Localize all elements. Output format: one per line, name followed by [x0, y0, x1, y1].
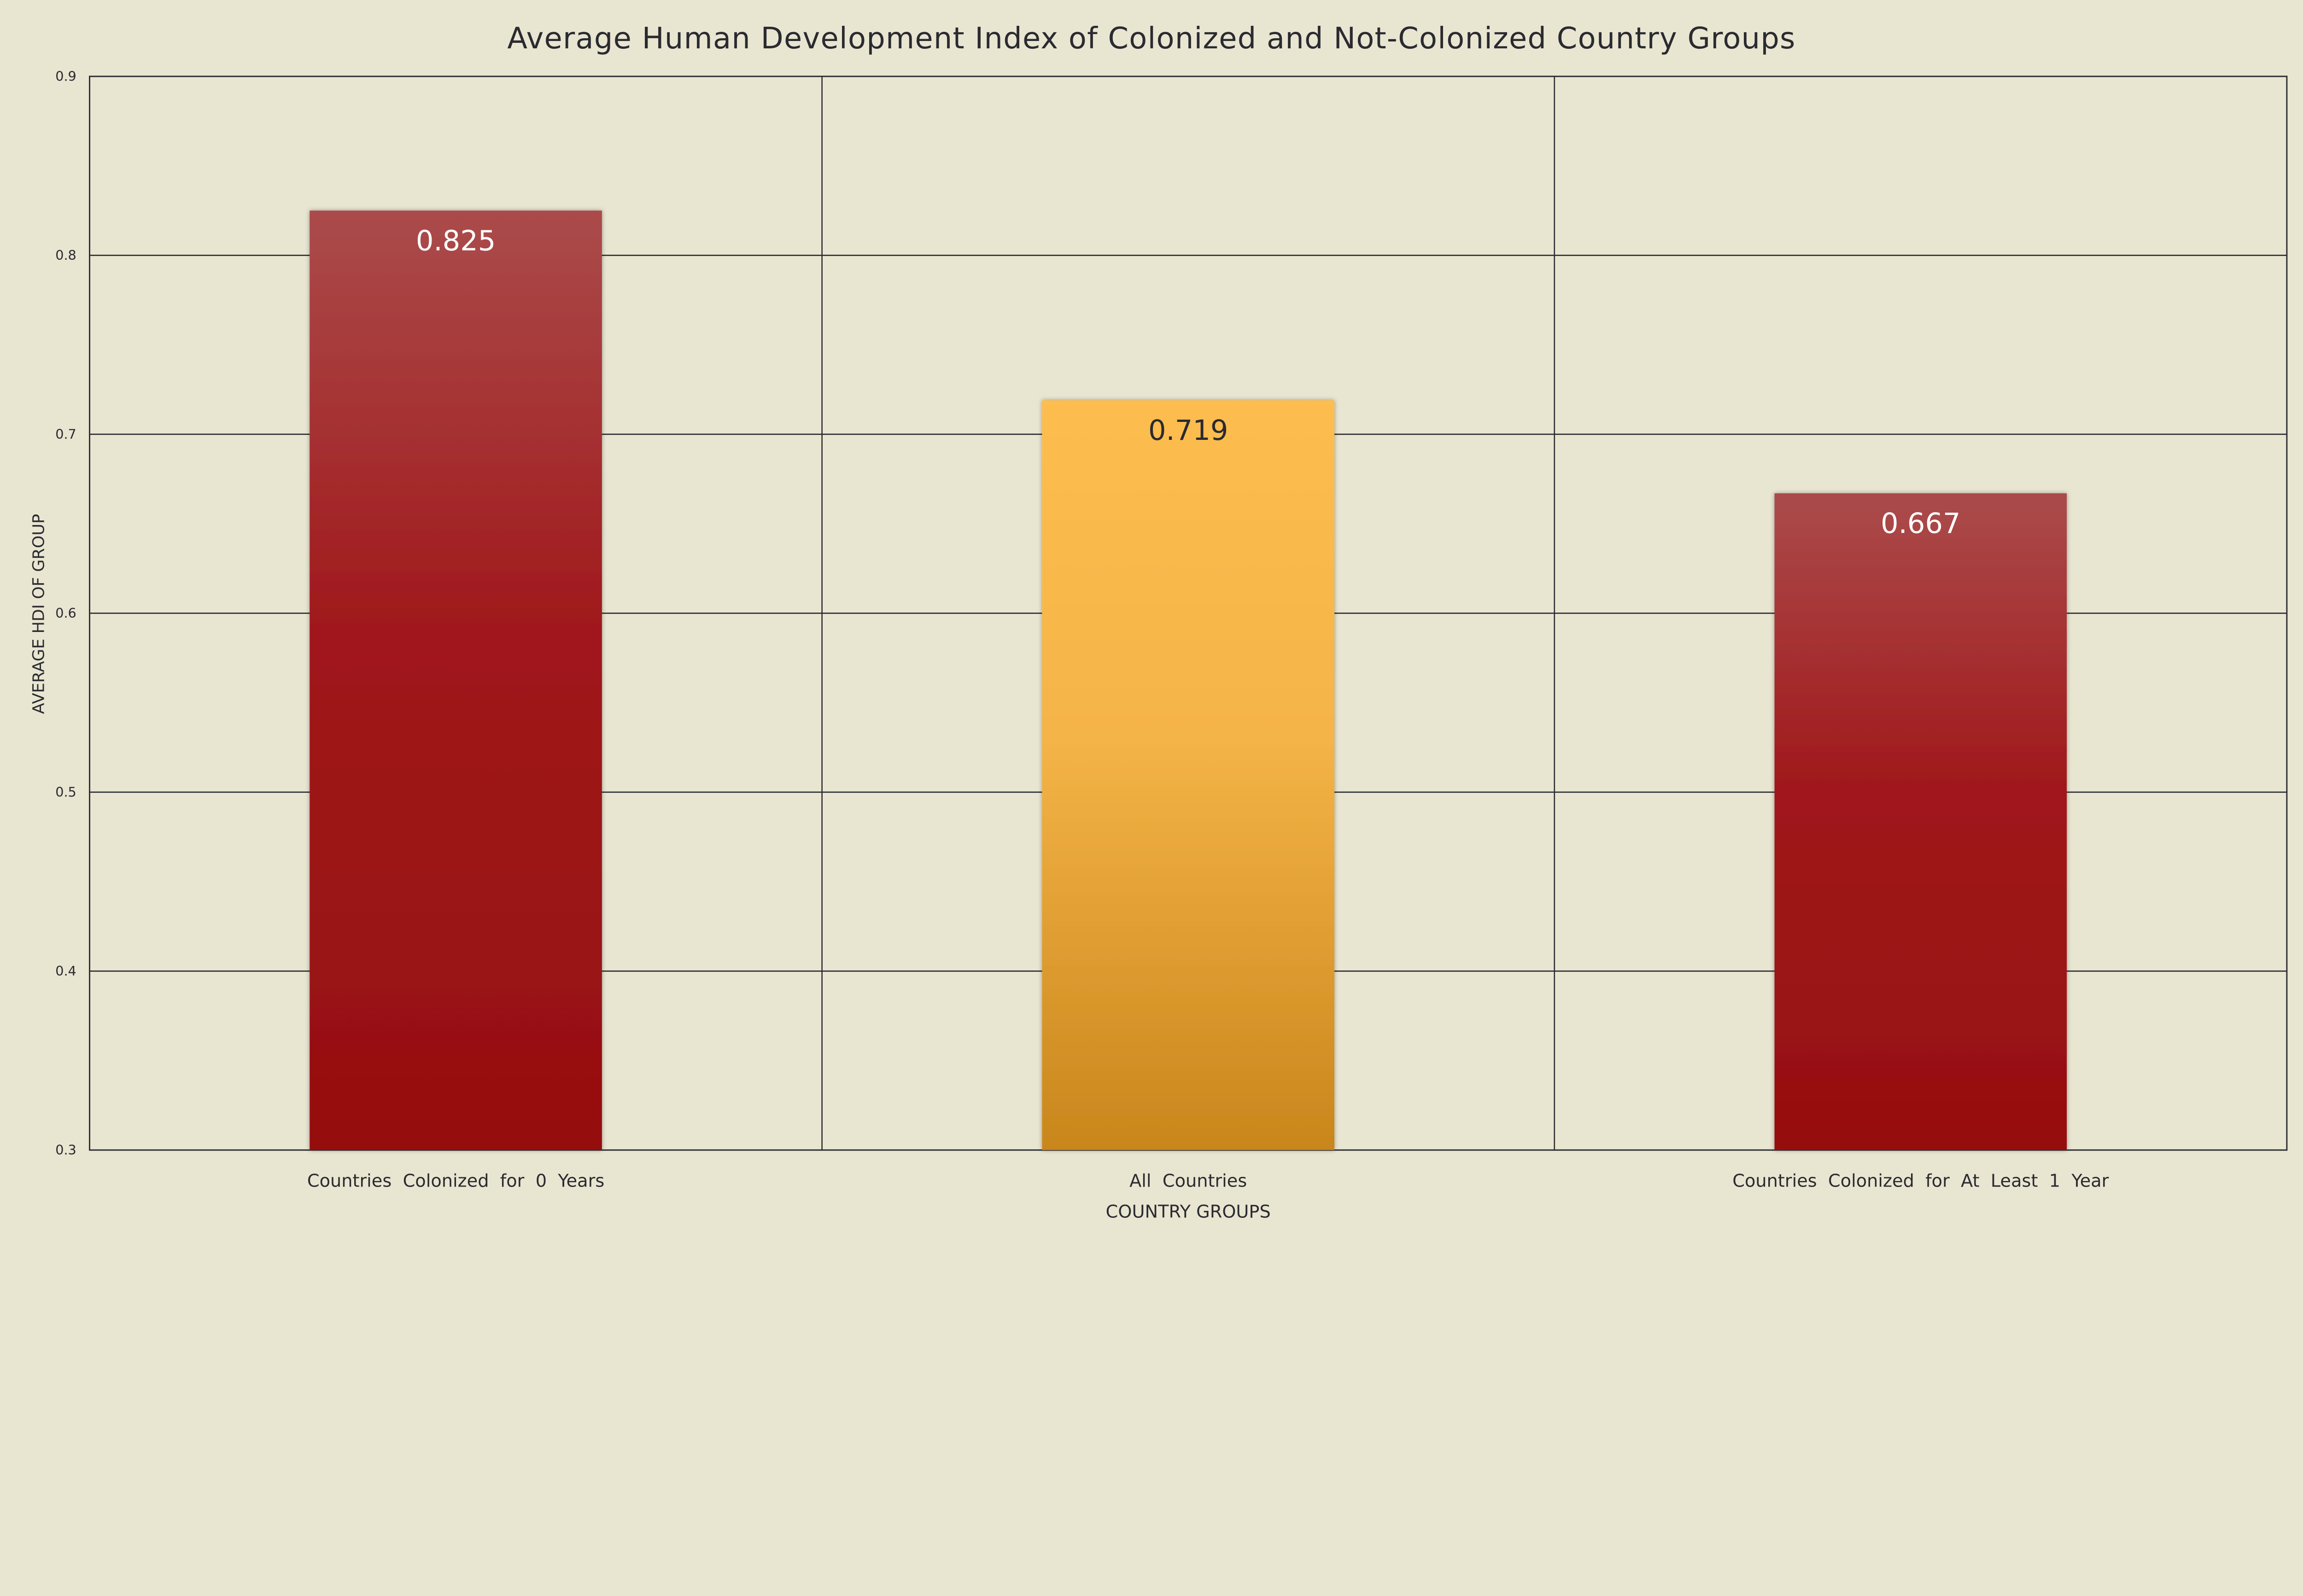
x-tick-label: All Countries	[1129, 1171, 1247, 1192]
y-tick-label: 0.8	[55, 247, 76, 263]
y-axis-label: AVERAGE HDI OF GROUP	[29, 514, 48, 714]
bar	[310, 210, 602, 1150]
chart-title: Average Human Development Index of Colon…	[507, 22, 1795, 56]
x-tick-label: Countries Colonized for 0 Years	[307, 1171, 604, 1192]
bar	[1774, 493, 2067, 1150]
bar-value-label: 0.825	[416, 225, 496, 257]
y-tick-label: 0.6	[55, 605, 76, 621]
x-tick-label: Countries Colonized for At Least 1 Year	[1732, 1171, 2109, 1192]
bar	[1042, 400, 1335, 1150]
y-tick-label: 0.7	[55, 426, 76, 442]
y-tick-label: 0.3	[55, 1142, 76, 1158]
y-tick-label: 0.5	[55, 784, 76, 800]
x-axis-label: COUNTRY GROUPS	[1106, 1201, 1271, 1222]
bar-value-label: 0.667	[1881, 508, 1960, 540]
bar-value-label: 0.719	[1148, 415, 1228, 447]
bar-chart: Average Human Development Index of Colon…	[29, 22, 2288, 1222]
y-tick-label: 0.9	[55, 68, 76, 84]
y-tick-label: 0.4	[55, 963, 76, 979]
